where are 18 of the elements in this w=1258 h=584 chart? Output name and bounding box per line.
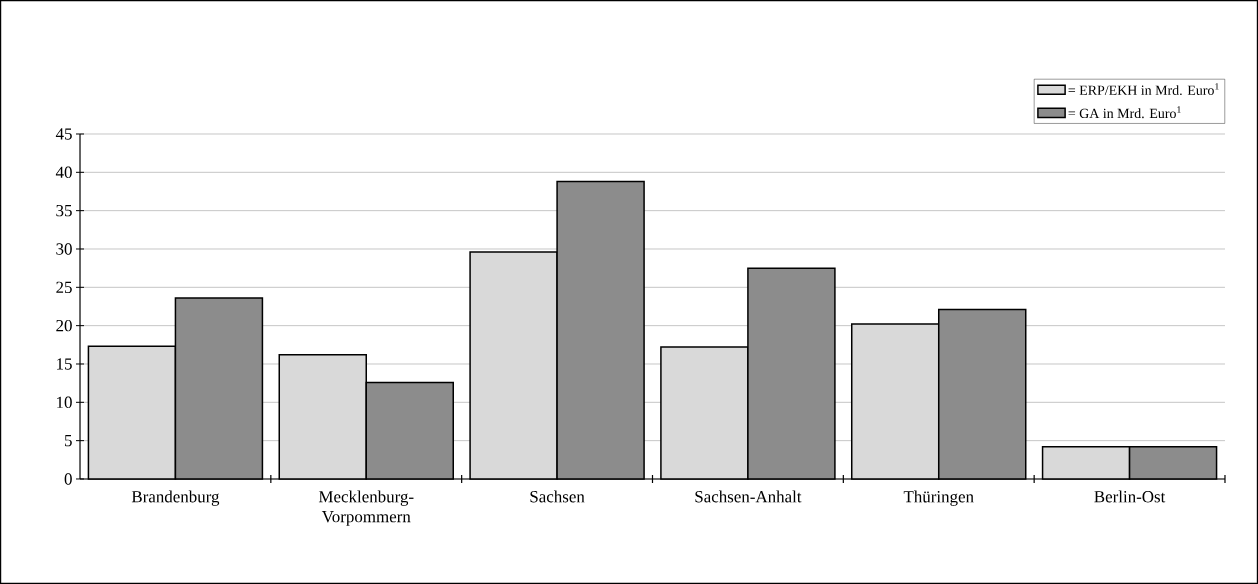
legend-label: = ERP/EKH in Mrd. Euro$^{1}$ (1068, 83, 1219, 96)
y-tick-label: 45 (55, 128, 72, 140)
x-tick-label: Brandenburg (131, 490, 220, 506)
y-tick-label: 35 (56, 204, 72, 217)
y-tick-label: 5 (65, 435, 72, 447)
legend-label: = GA in Mrd. Euro$^{1}$ (1068, 106, 1181, 119)
x-tick-label: Berlin-Ost (1094, 490, 1166, 503)
x-tick-label: Sachsen (530, 490, 585, 503)
x-tick-label: Mecklenburg-Vorpommern (318, 490, 414, 526)
y-tick-label: 30 (56, 243, 72, 255)
y-tick-label: 0 (64, 473, 72, 485)
x-tick-label: Sachsen-Anhalt (695, 490, 802, 503)
y-tick-label: 10 (57, 396, 72, 409)
y-tick-label: 15 (57, 358, 72, 370)
y-tick-label: 20 (56, 319, 72, 332)
y-tick-label: 25 (56, 281, 72, 294)
x-tick-label: Thüringen (903, 490, 974, 506)
y-tick-label: 40 (55, 166, 72, 179)
